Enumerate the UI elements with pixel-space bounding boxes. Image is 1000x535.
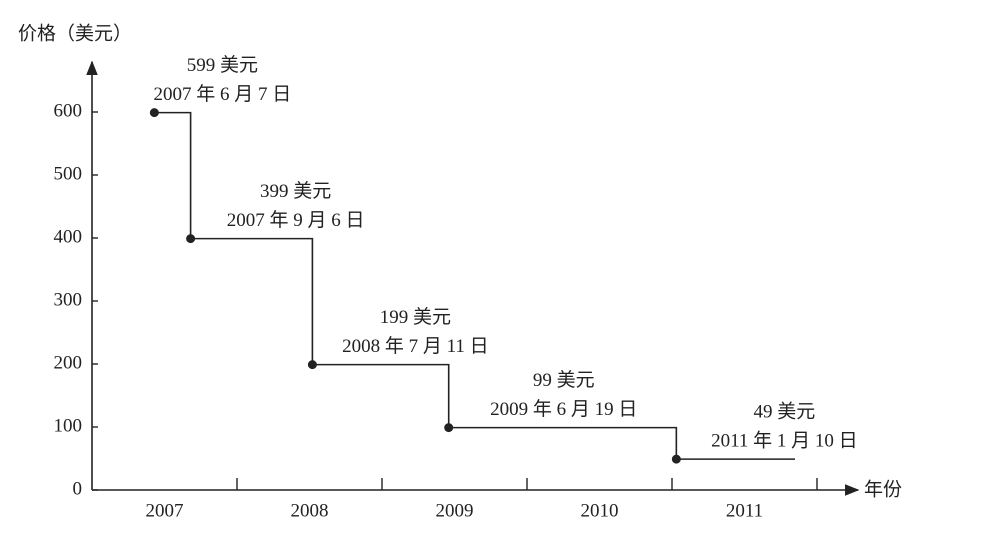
date-label: 2007 年 6 月 7 日	[153, 83, 291, 105]
x-tick-label: 2011	[726, 500, 763, 521]
x-tick-label: 2007	[146, 500, 184, 521]
x-tick-label: 2008	[291, 500, 329, 521]
point	[444, 423, 454, 433]
x-axis-label: 年份	[864, 478, 902, 500]
point	[307, 360, 317, 370]
y-tick-label: 0	[73, 478, 83, 499]
date-label: 2011 年 1 月 10 日	[711, 429, 858, 451]
value-label: 399 美元	[260, 180, 331, 202]
date-label: 2008 年 7 月 11 日	[342, 335, 489, 357]
x-tick-label: 2009	[436, 500, 474, 521]
y-tick-label: 400	[54, 226, 83, 247]
y-tick-label: 200	[54, 352, 83, 373]
x-tick-label: 2010	[581, 500, 619, 521]
y-tick-label: 100	[54, 415, 83, 436]
step-line	[154, 111, 795, 460]
y-tick-label: 300	[54, 289, 83, 310]
date-label: 2007 年 9 月 6 日	[227, 209, 365, 231]
date-label: 2009 年 6 月 19 日	[490, 398, 637, 420]
y-tick-label: 500	[54, 163, 83, 184]
y-tick-label: 600	[54, 100, 83, 121]
value-label: 99 美元	[533, 369, 595, 391]
point	[671, 454, 681, 464]
point	[186, 234, 196, 244]
value-label: 49 美元	[753, 400, 815, 422]
value-label: 599 美元	[187, 54, 258, 76]
value-label: 199 美元	[380, 306, 451, 328]
y-axis-label: 价格（美元）	[18, 22, 132, 44]
point	[149, 108, 159, 118]
